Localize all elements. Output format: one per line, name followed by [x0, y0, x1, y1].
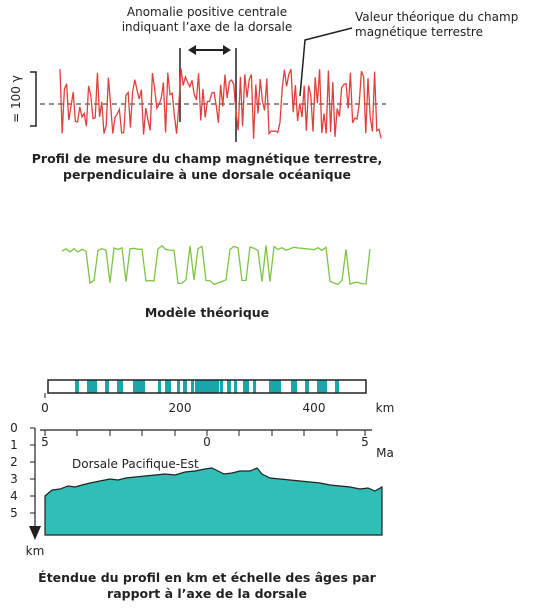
stripe [335, 380, 339, 393]
theory-label: Valeur théorique du champ [355, 10, 518, 24]
age-tick: 0 [203, 435, 211, 449]
leader-line [299, 27, 353, 97]
depth-tick: 3 [10, 472, 18, 486]
caption: Étendue du profil en km et échelle des â… [38, 570, 377, 585]
arrow-head [223, 45, 231, 55]
stripe [165, 380, 171, 393]
scale-label: = 100 γ [9, 75, 23, 123]
depth-tick: 1 [10, 438, 18, 452]
theory-label: magnétique terrestre [355, 25, 483, 39]
stripe [177, 380, 180, 393]
caption: perpendiculaire à une dorsale océanique [63, 167, 351, 182]
depth-tick: 4 [10, 489, 18, 503]
crust-section [44, 467, 383, 536]
depth-tick: 2 [10, 455, 18, 469]
model-profile [61, 245, 371, 286]
arrow-head [188, 45, 196, 55]
stripe [253, 380, 256, 393]
stripe-frame [47, 379, 367, 394]
age-ticks [44, 430, 366, 436]
stripe [220, 380, 223, 393]
depth-unit: km [26, 544, 45, 558]
measured-profile [59, 68, 382, 139]
caption: Modèle théorique [145, 305, 269, 320]
stripe [75, 380, 79, 393]
distance-tick: 200 [169, 401, 192, 415]
distance-tick: 0 [41, 401, 49, 415]
depth-tick: 0 [10, 421, 18, 435]
stripe [195, 380, 219, 393]
stripe [234, 380, 237, 393]
stripe [191, 380, 194, 393]
age-tick: 5 [41, 435, 49, 449]
anomaly-label: indiquant l’axe de la dorsale [122, 20, 293, 34]
stripe [133, 380, 145, 393]
age-unit: Ma [376, 446, 394, 460]
distance-tick: 400 [303, 401, 326, 415]
stripe [243, 380, 249, 393]
stripe [227, 380, 231, 393]
magnetic-stripes [75, 380, 339, 393]
stripe [305, 380, 309, 393]
anomaly-label: Anomalie positive centrale [127, 5, 287, 19]
scale-bracket [30, 71, 37, 127]
stripe [291, 380, 297, 393]
stripe [117, 380, 123, 393]
stripe [105, 380, 109, 393]
ridge-label: Dorsale Pacifique-Est [72, 457, 199, 471]
caption: rapport à l’axe de la dorsale [107, 586, 307, 601]
depth-arrow [29, 526, 41, 540]
distance-unit: km [376, 401, 395, 415]
caption: Profil de mesure du champ magnétique ter… [32, 151, 382, 166]
stripe [158, 380, 161, 393]
age-tick: 5 [361, 435, 369, 449]
depth-tick: 5 [10, 506, 18, 520]
stripe [317, 380, 327, 393]
stripe [87, 380, 97, 393]
stripe [269, 380, 281, 393]
stripe [183, 380, 187, 393]
